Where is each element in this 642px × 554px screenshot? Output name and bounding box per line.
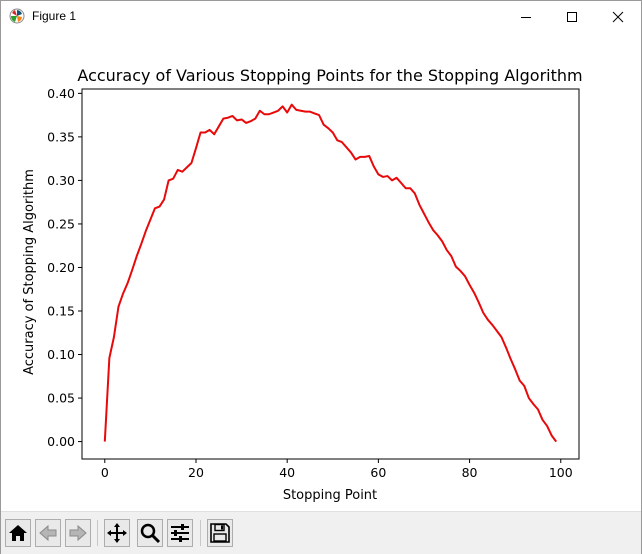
y-tick-label: 0.10 [47,347,75,362]
x-tick-label: 40 [279,465,295,480]
window-title: Figure 1 [32,9,77,23]
y-tick-label: 0.35 [47,129,75,144]
forward-arrow-icon [69,524,87,542]
y-tick-label: 0.15 [47,304,75,319]
line-chart: Accuracy of Various Stopping Points for … [22,66,583,503]
axes-frame [81,88,580,460]
y-tick-label: 0.30 [47,173,75,188]
x-tick-label: 100 [549,465,573,480]
series-line [103,103,558,443]
y-tick-label: 0.25 [47,216,75,231]
forward-button[interactable] [65,519,91,547]
sliders-icon [171,524,189,542]
y-tick-label: 0.20 [47,260,75,275]
home-icon [9,525,27,541]
minimize-button[interactable] [503,1,549,32]
title-bar[interactable]: Figure 1 [1,1,641,32]
x-axis-label: Stopping Point [283,488,377,503]
configure-subplots-button[interactable] [167,519,193,547]
pan-button[interactable] [104,519,130,547]
figure-canvas[interactable]: Accuracy of Various Stopping Points for … [1,32,641,510]
toolbar-separator [97,520,98,546]
matplotlib-icon [9,8,25,24]
plot-area: 0 20 40 60 80 100 0.00 0.05 0.10 0.15 0.20 0.25 0.30… [47,86,580,480]
navigation-toolbar [1,511,641,554]
zoom-button[interactable] [137,519,163,547]
maximize-icon [567,11,577,22]
chart-title: Accuracy of Various Stopping Points for … [77,66,582,85]
x-tick-label: 0 [101,465,109,480]
back-button[interactable] [35,519,61,547]
save-button[interactable] [207,519,233,547]
y-tick-label: 0.00 [47,434,75,449]
move-icon [107,523,127,543]
x-tick-label: 80 [462,465,478,480]
floppy-disk-icon [210,523,230,543]
x-tick-label: 60 [370,465,386,480]
maximize-button[interactable] [549,1,595,32]
close-button[interactable] [595,1,641,32]
home-button[interactable] [5,519,31,547]
y-tick-label: 0.05 [47,391,75,406]
magnifier-icon [140,523,161,544]
x-tick-label: 20 [188,465,204,480]
y-axis-label: Accuracy of Stopping Algorithm [22,169,37,375]
close-icon [612,11,624,22]
back-arrow-icon [39,524,57,542]
y-tick-label: 0.40 [47,86,75,101]
minimize-icon [521,16,531,18]
toolbar-separator [200,520,201,546]
